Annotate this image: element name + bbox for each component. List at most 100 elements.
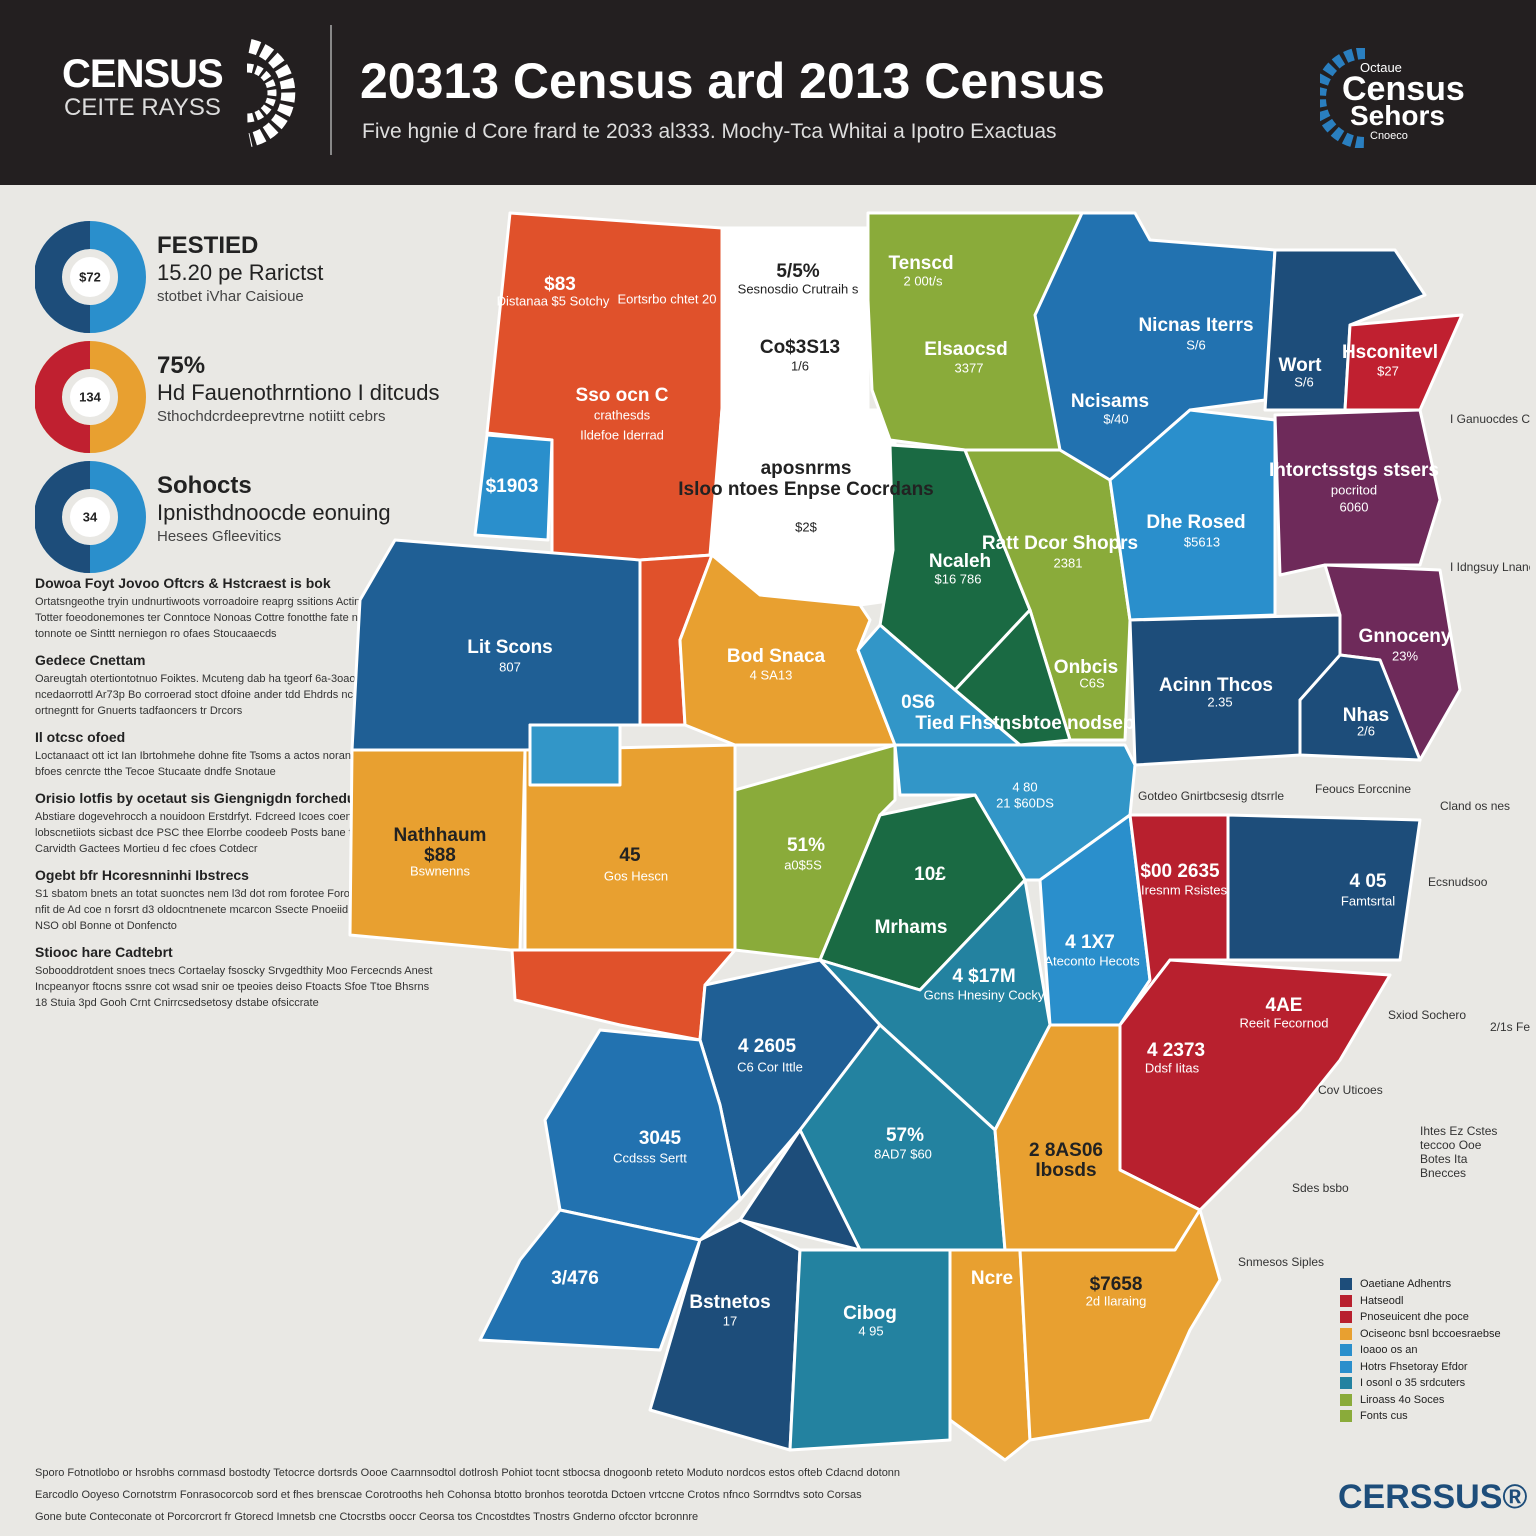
- region-label: Famtsrtal: [1341, 893, 1395, 908]
- legend-swatch: [1340, 1344, 1352, 1357]
- region-label: 4 2605: [738, 1036, 797, 1057]
- region-label: $7658: [1090, 1274, 1143, 1295]
- region-label: 4 2373: [1147, 1040, 1205, 1061]
- region-label: Iresnm Rsistes: [1141, 882, 1227, 897]
- side-note: Ecsnudsoo: [1428, 875, 1488, 889]
- region: [948, 1248, 1032, 1462]
- section-heading: Orisio lotfis by ocetaut sis Giengnigdn …: [35, 790, 368, 806]
- region-label: Lit Scons: [467, 637, 553, 658]
- region-label: 4 80: [1012, 779, 1037, 794]
- region-label: Nicnas Iterrs: [1138, 315, 1253, 336]
- fine-print: Earcodlo Ooyeso Cornotstrm Fonrasocorcob…: [35, 1489, 862, 1501]
- region-label: $88: [424, 845, 456, 866]
- legend-entry: Hatseodl: [1340, 1293, 1501, 1310]
- legend-entry: I osonl o 35 srdcuters: [1340, 1375, 1501, 1392]
- region: [1033, 211, 1277, 482]
- logo-mark: [246, 39, 296, 147]
- legend-swatch: [1340, 1311, 1352, 1324]
- region-label: pocritod: [1331, 482, 1377, 497]
- region-label: 2/6: [1357, 723, 1375, 738]
- region-label: 45: [619, 845, 641, 866]
- section-heading: Stiooc hare Cadtebrt: [35, 944, 173, 960]
- region-label: Ateconto Hecots: [1044, 953, 1140, 968]
- donut-label: 134: [79, 389, 101, 404]
- region-label: 5/5%: [776, 261, 819, 282]
- legend-label: Fonts cus: [1360, 1410, 1408, 1423]
- region-label: Cibog: [843, 1303, 897, 1324]
- legend-entry: Ociseonc bsnl bccoesraebse: [1340, 1326, 1501, 1343]
- section-heading: Gedece Cnettam: [35, 652, 146, 668]
- donut: $72: [35, 221, 146, 333]
- region-label: 4 SA13: [750, 667, 793, 682]
- region-label: Bswnenns: [410, 863, 470, 878]
- region-label: Nathhaum: [394, 825, 487, 846]
- region-label: 2.35: [1207, 694, 1232, 709]
- region-label: 2381: [1054, 555, 1083, 570]
- region-label: Co$3S13: [760, 337, 840, 358]
- donut-label: 34: [83, 509, 98, 524]
- side-note: Feoucs Eorccnine: [1315, 782, 1412, 796]
- legend-label: Liroass 4o Soces: [1360, 1393, 1445, 1406]
- section: Dowoa Foyt Jovoo Oftcrs & Hstcraest is b…: [35, 575, 435, 642]
- region: [1298, 653, 1422, 762]
- region: [720, 226, 870, 412]
- region: [738, 1128, 862, 1252]
- donut-center: [70, 257, 110, 297]
- region: [528, 723, 622, 787]
- region-label: 3/476: [551, 1268, 599, 1289]
- badge-mark: [1320, 48, 1366, 148]
- legend-swatch: [1340, 1393, 1352, 1406]
- region-label: 3045: [639, 1128, 682, 1149]
- region-label: Bstnetos: [689, 1292, 770, 1313]
- section: Il otcsc ofoed Loctanaact ott ict Ian Ibr…: [35, 729, 435, 780]
- region: [856, 623, 1022, 747]
- region-label: Ccdsss Sertt: [613, 1150, 687, 1165]
- region-label: Sso ocn C: [576, 385, 669, 406]
- region-label: Ncre: [971, 1268, 1013, 1289]
- legend-swatch: [1340, 1410, 1352, 1423]
- logo: CENSUS: [62, 52, 224, 96]
- region-label: Reeit Fecornod: [1240, 1015, 1329, 1030]
- legend-entry: Fonts cus: [1340, 1408, 1501, 1425]
- region-label: Gcns Hnesiny Cocky: [924, 987, 1045, 1002]
- region-label: Ncisams: [1071, 391, 1149, 412]
- donut-center: [70, 377, 110, 417]
- side-note: Ihtes Ez Cstes teccoo Ooe Botes Ita Bnec…: [1420, 1124, 1498, 1180]
- region-label: Eortsrbo chtet 20: [618, 291, 717, 306]
- region-label: C6 Cor Ittle: [737, 1059, 803, 1074]
- donut-slice: [35, 461, 91, 573]
- legend-label: Hatseodl: [1360, 1294, 1404, 1307]
- region-label: 17: [723, 1313, 737, 1328]
- region-label: 10£: [914, 864, 946, 885]
- region-label: Distanaa $5 Sotchy: [497, 293, 610, 308]
- legend-swatch: [1340, 1327, 1352, 1340]
- stat-heading: FESTIED: [157, 232, 259, 259]
- stat-value: 15.20 pe Rarictst: [157, 260, 324, 285]
- stat-value: Ipnisthdnoocde eonuing: [157, 500, 391, 525]
- region: [478, 1208, 702, 1352]
- region-label: $27: [1377, 363, 1399, 378]
- donut-label: $72: [79, 269, 101, 284]
- badge-line: Census: [1342, 70, 1465, 108]
- region-label: 4 95: [858, 1323, 883, 1338]
- section-heading: Ogebt bfr Hcoresnninhi Ibstrecs: [35, 867, 249, 883]
- region-label: a0$5S: [784, 857, 822, 872]
- section: Ogebt bfr Hcoresnninhi Ibstrecs S1 sbatom…: [35, 867, 435, 934]
- legend-entry: Oaetiane Adhentrs: [1340, 1276, 1501, 1293]
- section: Gedece Cnettam Oareugtah otertiontotnuo F…: [35, 652, 435, 719]
- region-label: Tenscd: [888, 253, 953, 274]
- region-label: $16 786: [935, 571, 982, 586]
- donut-slice: [35, 221, 91, 333]
- badge-line: Sehors: [1350, 100, 1445, 131]
- region-label: 4 1X7: [1065, 932, 1115, 953]
- legend-label: Ociseonc bsnl bccoesraebse: [1360, 1327, 1501, 1340]
- region-label: Bod Snaca: [727, 646, 826, 667]
- stat-caption: Hesees Gfleevitics: [157, 528, 282, 545]
- region-label: Dhe Rosed: [1146, 512, 1245, 533]
- legend-entry: Pnoseuicent dhe poce: [1340, 1309, 1501, 1326]
- region-label: Tied Fhstnsbtoe nodsep: [915, 713, 1134, 734]
- legend: Oaetiane Adhentrs Hatseodl Pnoseuicent dhe…: [1340, 1276, 1501, 1425]
- badge: Octaue Census Sehors Cnoeco: [1320, 48, 1490, 148]
- legend-swatch: [1340, 1360, 1352, 1373]
